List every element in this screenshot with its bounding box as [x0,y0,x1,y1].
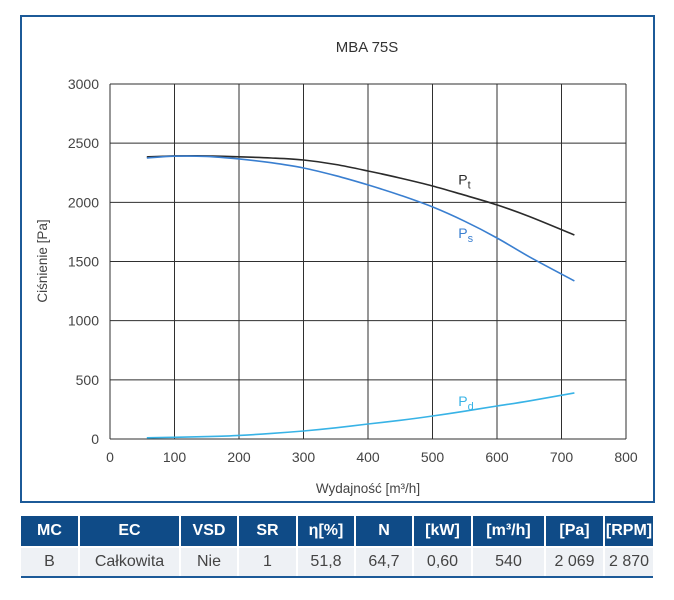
curve-labels: Pt Ps Pd [458,172,473,413]
cell-ec: Całkowita [80,546,181,576]
cell-kw: 0,60 [414,546,473,576]
x-tick-label: 800 [614,449,638,465]
y-tick-label: 2500 [68,135,99,151]
x-tick-label: 500 [421,449,445,465]
header-vsd: VSD [181,516,239,546]
header-ec: EC [80,516,181,546]
curve-pt [146,155,575,236]
cell-flow: 540 [473,546,546,576]
header-flow: [m³/h] [473,516,546,546]
y-tick-label: 0 [91,431,99,447]
grid [109,83,627,440]
x-tick-label: 400 [356,449,380,465]
cell-rpm: 2 870 [605,546,653,576]
y-tick-label: 3000 [68,76,99,92]
y-tick-labels: 0 500 1000 1500 2000 2500 3000 [68,76,99,447]
curve-pd [146,392,575,439]
x-tick-labels: 0 100 200 300 400 500 600 700 800 [106,449,638,465]
x-tick-label: 100 [163,449,187,465]
cell-vsd: Nie [181,546,239,576]
y-axis-label: Ciśnienie [Pa] [35,219,50,302]
x-tick-label: 600 [485,449,509,465]
curve-ps [146,155,575,282]
curves [146,155,575,439]
x-tick-label: 700 [550,449,574,465]
cell-efficiency: 51,8 [298,546,356,576]
cell-sr: 1 [239,546,298,576]
header-pa: [Pa] [546,516,605,546]
chart-title: MBA 75S [336,39,399,56]
header-mc: MC [21,516,80,546]
curve-label-pd: Pd [458,393,473,413]
table-row: B Całkowita Nie 1 51,8 64,7 0,60 540 2 0… [21,546,653,576]
y-tick-label: 1000 [68,313,99,329]
curve-label-ps: Ps [458,225,473,245]
x-tick-label: 200 [227,449,251,465]
curve-label-pt: Pt [458,172,470,192]
x-tick-label: 300 [292,449,316,465]
chart: MBA 75S 0 500 1000 1500 2000 2500 3000 0 100 200… [35,39,638,496]
x-axis-label: Wydajność [m³/h] [316,481,420,496]
header-rpm: [RPM] [605,516,653,546]
spec-table: MC EC VSD SR η[%] N [kW] [m³/h] [Pa] [RP… [21,516,653,578]
header-n: N [356,516,414,546]
cell-n: 64,7 [356,546,414,576]
table-header-row: MC EC VSD SR η[%] N [kW] [m³/h] [Pa] [RP… [21,516,653,546]
chart-frame [20,15,655,503]
header-sr: SR [239,516,298,546]
header-kw: [kW] [414,516,473,546]
y-tick-label: 1500 [68,254,99,270]
cell-pa: 2 069 [546,546,605,576]
y-tick-label: 2000 [68,194,99,210]
y-tick-label: 500 [76,372,100,388]
cell-mc: B [21,546,80,576]
x-tick-label: 0 [106,449,114,465]
header-efficiency: η[%] [298,516,356,546]
